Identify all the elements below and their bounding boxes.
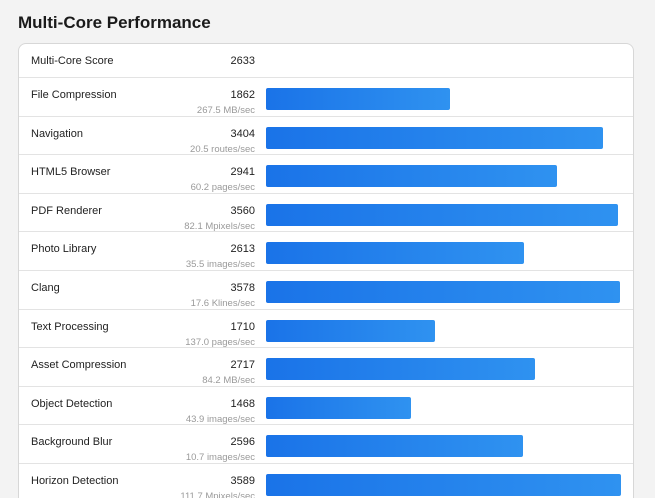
score-bar bbox=[266, 126, 603, 149]
test-throughput: 10.7 images/sec bbox=[185, 452, 255, 464]
test-row: HTML5 Browser 2941 60.2 pages/sec bbox=[19, 155, 633, 194]
test-label: Text Processing bbox=[31, 320, 109, 333]
test-row: PDF Renderer 3560 82.1 Mpixels/sec bbox=[19, 194, 633, 233]
test-throughput: 137.0 pages/sec bbox=[185, 336, 255, 348]
test-throughput: 267.5 MB/sec bbox=[196, 105, 255, 116]
score-bar bbox=[266, 396, 411, 419]
score-bar bbox=[266, 280, 620, 303]
score-bar bbox=[266, 165, 557, 188]
test-label: Navigation bbox=[31, 127, 83, 140]
summary-label: Multi-Core Score bbox=[31, 55, 114, 67]
test-score: 3560 bbox=[230, 204, 255, 217]
test-row: Text Processing 1710 137.0 pages/sec bbox=[19, 310, 633, 349]
score-bar-track bbox=[266, 165, 626, 188]
score-bar-track bbox=[266, 435, 626, 458]
test-label: Photo Library bbox=[31, 243, 97, 256]
test-label: PDF Renderer bbox=[31, 204, 102, 217]
test-score: 2941 bbox=[230, 166, 255, 179]
test-row: Background Blur 2596 10.7 images/sec bbox=[19, 425, 633, 464]
test-label: Clang bbox=[31, 281, 60, 294]
score-bar-track bbox=[266, 88, 626, 110]
score-bar-track bbox=[266, 473, 626, 496]
test-row: Asset Compression 2717 84.2 MB/sec bbox=[19, 348, 633, 387]
test-throughput: 60.2 pages/sec bbox=[190, 182, 255, 194]
results-card: Multi-Core Score 2633 File Compression 18… bbox=[18, 43, 634, 498]
test-row: Object Detection 1468 43.9 images/sec bbox=[19, 387, 633, 426]
test-score: 2596 bbox=[230, 436, 255, 449]
score-bar bbox=[266, 319, 435, 342]
score-bar bbox=[266, 473, 621, 496]
test-throughput: 35.5 images/sec bbox=[185, 259, 255, 271]
score-bar bbox=[266, 242, 524, 265]
test-score: 1468 bbox=[230, 397, 255, 410]
summary-score: 2633 bbox=[230, 55, 255, 67]
test-throughput: 17.6 Klines/sec bbox=[190, 297, 255, 309]
test-throughput: 111.7 Mpixels/sec bbox=[180, 490, 255, 498]
test-label: Horizon Detection bbox=[31, 474, 119, 487]
test-throughput: 43.9 images/sec bbox=[185, 413, 255, 425]
score-bar bbox=[266, 358, 535, 381]
test-row: Navigation 3404 20.5 routes/sec bbox=[19, 117, 633, 156]
test-score: 1862 bbox=[230, 89, 255, 101]
test-label: Background Blur bbox=[31, 436, 113, 449]
score-bar bbox=[266, 435, 523, 458]
test-row: Photo Library 2613 35.5 images/sec bbox=[19, 232, 633, 271]
test-score: 2613 bbox=[230, 243, 255, 256]
test-score: 3404 bbox=[230, 127, 255, 140]
test-throughput: 84.2 MB/sec bbox=[202, 375, 255, 387]
test-list: File Compression 1862 267.5 MB/sec Navigati… bbox=[19, 78, 633, 498]
test-score: 3589 bbox=[230, 474, 255, 487]
test-throughput: 82.1 Mpixels/sec bbox=[184, 220, 255, 232]
test-label: HTML5 Browser bbox=[31, 166, 111, 179]
summary-row: Multi-Core Score 2633 bbox=[19, 44, 633, 78]
test-score: 2717 bbox=[230, 359, 255, 372]
section-title: Multi-Core Performance bbox=[18, 13, 211, 32]
score-bar-track bbox=[266, 396, 626, 419]
score-bar-track bbox=[266, 280, 626, 303]
test-label: File Compression bbox=[31, 89, 117, 101]
score-bar bbox=[266, 88, 450, 110]
score-bar-track bbox=[266, 242, 626, 265]
test-row: Clang 3578 17.6 Klines/sec bbox=[19, 271, 633, 310]
test-label: Object Detection bbox=[31, 397, 113, 410]
test-row: Horizon Detection 3589 111.7 Mpixels/sec bbox=[19, 464, 633, 498]
test-throughput: 20.5 routes/sec bbox=[190, 143, 255, 155]
test-score: 1710 bbox=[230, 320, 255, 333]
score-bar-track bbox=[266, 358, 626, 381]
score-bar-track bbox=[266, 319, 626, 342]
score-bar bbox=[266, 203, 618, 226]
score-bar-track bbox=[266, 126, 626, 149]
score-bar-track bbox=[266, 203, 626, 226]
test-score: 3578 bbox=[230, 281, 255, 294]
test-label: Asset Compression bbox=[31, 359, 127, 372]
test-row: File Compression 1862 267.5 MB/sec bbox=[19, 78, 633, 117]
